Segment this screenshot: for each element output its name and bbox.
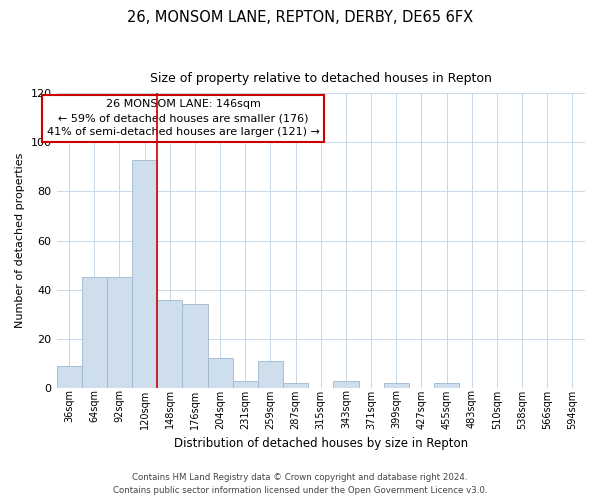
Bar (383, 383, 409, 388)
Bar (157, 300, 182, 388)
Text: Contains HM Land Registry data © Crown copyright and database right 2024.
Contai: Contains HM Land Registry data © Crown c… (113, 474, 487, 495)
Text: 26, MONSOM LANE, REPTON, DERBY, DE65 6FX: 26, MONSOM LANE, REPTON, DERBY, DE65 6FX (127, 10, 473, 25)
Bar (233, 380, 258, 388)
Bar (182, 304, 208, 388)
Bar (132, 160, 157, 388)
Title: Size of property relative to detached houses in Repton: Size of property relative to detached ho… (150, 72, 492, 85)
Bar (334, 380, 359, 388)
Bar (434, 383, 459, 388)
Bar (283, 383, 308, 388)
Bar (56, 366, 82, 388)
Bar (258, 361, 283, 388)
Text: 26 MONSOM LANE: 146sqm
← 59% of detached houses are smaller (176)
41% of semi-de: 26 MONSOM LANE: 146sqm ← 59% of detached… (47, 99, 320, 137)
Bar (107, 278, 132, 388)
Bar (82, 278, 107, 388)
Bar (208, 358, 233, 388)
Y-axis label: Number of detached properties: Number of detached properties (15, 153, 25, 328)
X-axis label: Distribution of detached houses by size in Repton: Distribution of detached houses by size … (174, 437, 468, 450)
